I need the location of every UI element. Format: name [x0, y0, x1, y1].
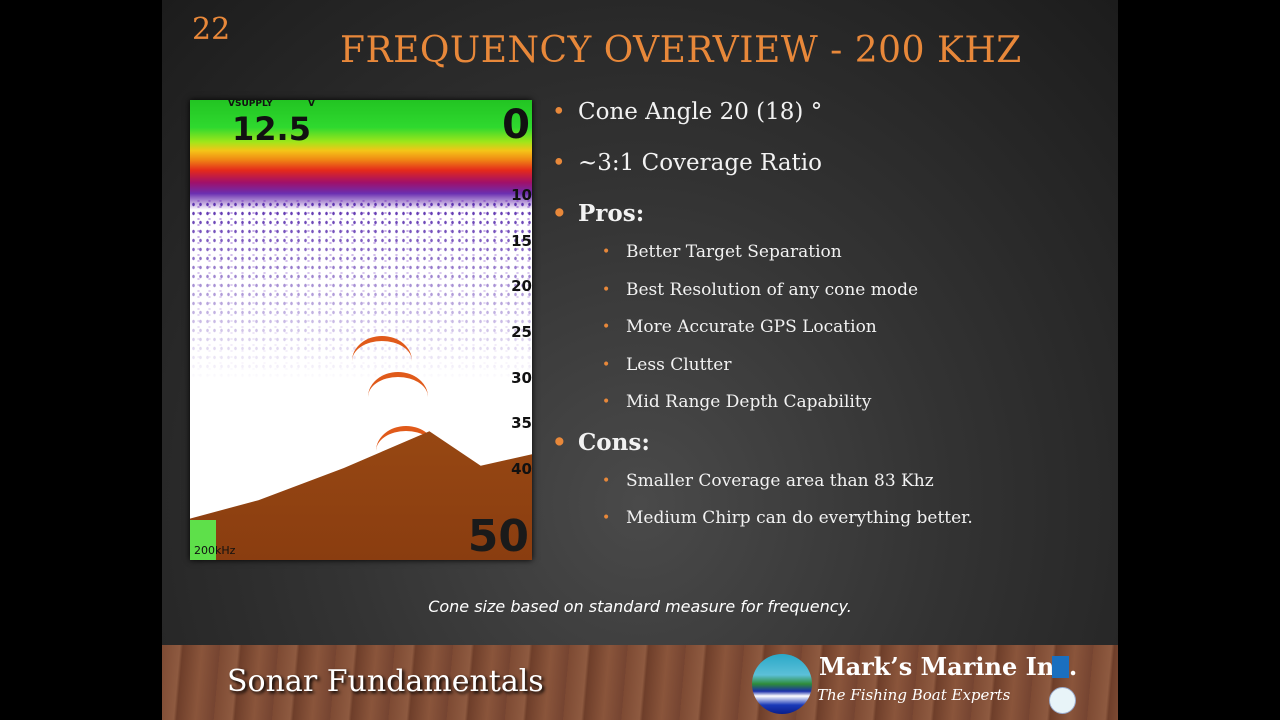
brand-tagline: The Fishing Boat Experts [817, 686, 1011, 704]
bullet-icon: • [552, 200, 567, 227]
vsupply-unit: V [308, 100, 315, 109]
slide-number: 22 [192, 12, 231, 47]
fish-arch [352, 336, 412, 361]
depth-tick: 30 [511, 369, 532, 387]
bullet-list: • Cone Angle 20 (18) ° • ~3:1 Coverage Rat… [552, 94, 973, 541]
bullet-pros: • Pros: [552, 196, 973, 237]
bullet-icon: • [602, 394, 611, 410]
bullet-icon: • [602, 281, 611, 298]
bullet-icon: • [552, 99, 566, 125]
sonar-screenshot: VSUPPLY V 12.5 0 10 15 20 25 30 35 40 50… [190, 100, 532, 560]
pros-item: • Best Resolution of any cone mode [552, 275, 973, 313]
pros-item: • More Accurate GPS Location [552, 312, 973, 350]
bullet-icon: • [602, 244, 611, 260]
dealer-seal-icon [1049, 687, 1076, 714]
depth-range: 50 [467, 511, 529, 560]
pros-item: • Less Clutter [552, 350, 973, 388]
frequency-label: 200kHz [194, 544, 236, 557]
vsupply-label: VSUPPLY [228, 100, 273, 109]
depth-tick: 20 [511, 277, 532, 295]
depth-tick: 15 [511, 232, 532, 250]
bullet-icon: • [602, 472, 611, 489]
slide-title: FREQUENCY OVERVIEW - 200 KHZ [340, 30, 1022, 71]
depth-tick: 25 [511, 323, 532, 341]
bullet-icon: • [602, 510, 611, 526]
course-title: Sonar Fundamentals [227, 664, 544, 699]
caption: Cone size based on standard measure for … [428, 597, 852, 616]
top-100-badge-icon [1052, 656, 1069, 678]
fish-arch [376, 426, 436, 451]
fish-arch [368, 372, 428, 397]
bullet-cone-angle: • Cone Angle 20 (18) ° [552, 94, 973, 145]
pros-item: • Mid Range Depth Capability [552, 387, 973, 425]
bullet-icon: • [602, 319, 611, 335]
bullet-cons: • Cons: [552, 425, 973, 466]
depth-tick: 40 [511, 460, 532, 478]
slide: 22 FREQUENCY OVERVIEW - 200 KHZ VSUPPLY … [162, 0, 1118, 720]
cons-item: • Medium Chirp can do everything better. [552, 503, 973, 541]
depth-tick: 10 [511, 186, 532, 204]
brand-name: Mark’s Marine Inc. [819, 652, 1078, 681]
bullet-icon: • [552, 150, 566, 176]
bullet-coverage-ratio: • ~3:1 Coverage Ratio [552, 145, 973, 196]
bullet-icon: • [602, 356, 611, 373]
bullet-icon: • [552, 428, 567, 456]
depth-tick: 35 [511, 414, 532, 432]
depth-top: 0 [502, 102, 530, 148]
pros-item: • Better Target Separation [552, 237, 973, 275]
bottom-hardness-patch [190, 520, 216, 560]
cons-item: • Smaller Coverage area than 83 Khz [552, 466, 973, 504]
surface-clutter [190, 100, 532, 210]
wood-floor-banner [162, 645, 1118, 720]
voltage-value: 12.5 [232, 110, 311, 148]
marks-marine-logo-icon [752, 654, 812, 714]
